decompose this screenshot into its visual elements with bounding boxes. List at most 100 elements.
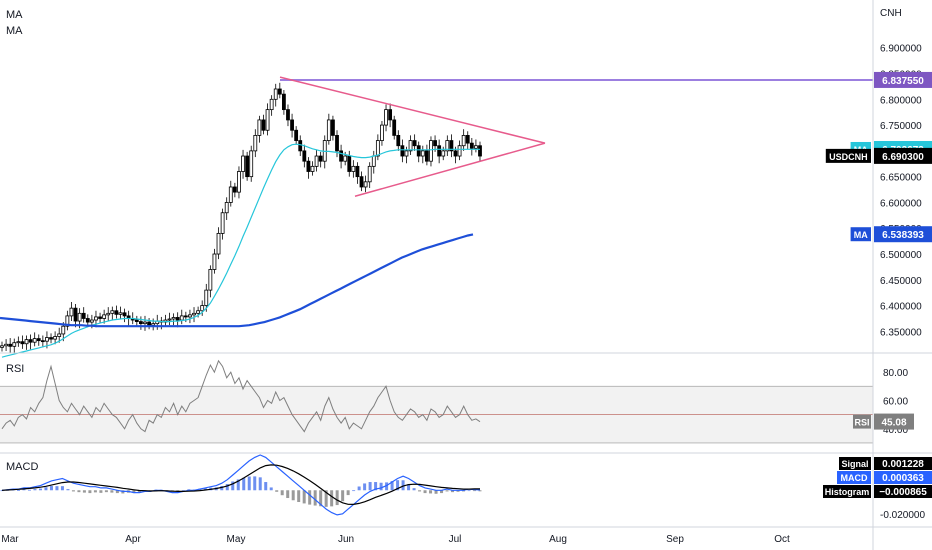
price-tick-label: 6.500000 [880,250,922,261]
macd-histogram-bar [319,490,323,507]
macd-histogram-bar [286,490,290,499]
legend-ma-1: MA [6,9,23,21]
candle-body [245,155,250,178]
candle-body [175,317,180,321]
candle-body [408,140,413,152]
macd-histogram-bar [324,490,328,507]
candle-body [28,339,33,343]
candle-body [183,315,188,318]
rsi-label-name: RSI [854,418,869,428]
ma-fast-line [1,143,480,358]
macd-histogram-bar [49,486,53,491]
candle-body [188,314,192,318]
macd-histogram-bar [297,490,301,503]
time-tick-label: Aug [549,534,567,545]
price-label-tag [850,227,871,242]
candle-body [363,181,368,188]
macd-label-tag [839,457,871,470]
candle-body [355,165,360,178]
macd-histogram-bar [66,489,70,491]
price-label-value: 6.538393 [882,230,924,241]
macd-histogram-bar [456,490,460,492]
candle-body [384,109,388,126]
macd-histogram-bar [38,488,42,491]
macd-histogram-bar [396,480,400,491]
macd-histogram-bar [115,490,119,494]
macd-histogram-bar [357,486,361,491]
rsi-label-tag [853,414,871,429]
candle-body [24,339,29,345]
candle-body [318,155,323,162]
macd-label-tag [837,471,871,484]
candle-body [302,150,307,162]
macd-histogram-bar [264,482,268,491]
candle-body [232,186,237,193]
candle-body [392,119,397,136]
candle-body [69,307,74,317]
candle-body [192,312,196,316]
candle-body [151,323,156,326]
macd-histogram-bar [77,490,81,493]
macd-histogram-bar [335,490,339,506]
candle-body [61,325,66,335]
macd-histogram-bar [368,482,372,491]
macd-histogram-bar [236,479,240,491]
candle-body [20,341,25,345]
candle-body [171,317,176,320]
candle-body [8,343,13,347]
price-tick-label: 6.750000 [880,121,922,132]
candle-body [469,142,474,149]
candle-body [396,135,401,147]
macd-histogram-bar [247,476,251,491]
candle-body [294,129,299,141]
macd-histogram-bar [231,481,235,491]
macd-histogram-bar [275,490,279,492]
macd-label-name: Signal [841,459,868,469]
candle-body [449,140,454,152]
candle-body [351,165,356,172]
macd-histogram-bar [467,490,471,492]
macd-histogram-bar [269,487,273,491]
macd-histogram-bar [71,490,75,492]
time-tick-label: Apr [125,534,141,545]
macd-histogram-bar [302,490,306,504]
macd-histogram-bar [27,489,31,491]
candle-body [474,145,478,149]
macd-histogram-bar [55,486,59,491]
macd-histogram-bar [0,490,4,492]
candle-body [257,119,262,136]
macd-histogram-bar [60,486,64,491]
macd-histogram-bar [330,490,334,507]
candle-body [335,135,339,152]
candle-body [412,140,417,147]
candle-body [237,171,241,193]
macd-value: −0.000865 [879,487,927,498]
macd-label-name: Histogram [825,487,870,497]
candle-body [98,316,102,319]
candle-body [298,140,303,152]
macd-histogram-bar [203,488,207,491]
macd-histogram-bar [110,490,114,493]
macd-histogram-bar [280,490,284,496]
candle-body [347,155,352,172]
candle-body [196,310,201,314]
macd-line [1,454,481,516]
candle-body [139,321,143,325]
macd-histogram-bar [473,490,477,492]
macd-histogram-bar [181,490,185,492]
price-tick-label: 6.350000 [880,327,922,338]
candle-body [380,124,384,141]
rsi-tick-label: 80.00 [883,368,908,379]
macd-histogram-bar [341,490,345,502]
macd-histogram-bar [104,490,108,493]
rsi-tick-label: 60.00 [883,396,908,407]
candle-body [281,93,286,111]
candle-body [339,150,343,162]
macd-value-box [874,457,932,470]
candle-body [437,145,442,157]
candle-body [106,312,111,316]
macd-value-box [874,471,932,484]
time-axis: Mar Apr May Jun Jul Aug Sep Oct [1,534,790,545]
candle-body [331,119,335,136]
